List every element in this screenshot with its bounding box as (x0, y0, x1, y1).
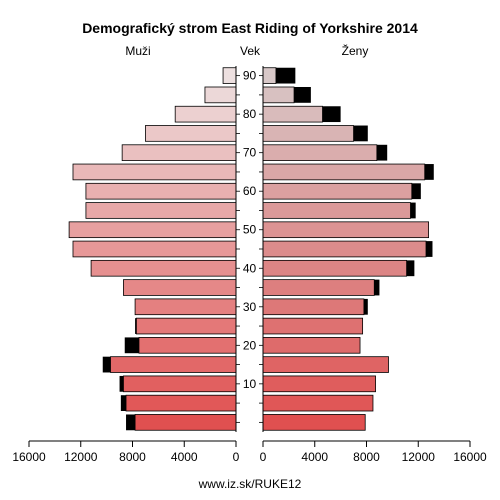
male-bar-75-79 (145, 125, 237, 142)
male-excess-bar-25-29 (135, 318, 137, 334)
male-bar-90+ (222, 67, 237, 84)
female-bar-50-54 (262, 221, 430, 239)
female-excess-bar-80-84 (322, 106, 341, 123)
male-bar-45-49 (72, 240, 237, 258)
male-bar-70-74 (121, 144, 237, 161)
female-excess-bar-45-49 (426, 241, 433, 257)
age-tick-label: 70 (243, 146, 257, 160)
male-excess-bar-5-9 (120, 395, 127, 412)
age-tick-label: 50 (243, 223, 257, 237)
male-bar-35-39 (123, 279, 237, 296)
male-bar-5-9 (125, 394, 237, 412)
female-bar-45-49 (262, 240, 427, 258)
female-excess-bar-55-59 (410, 202, 416, 219)
female-excess-bar-85-89 (294, 86, 311, 103)
male-x-tick-label: 12000 (64, 450, 98, 464)
male-x-tick-label: 4000 (171, 450, 198, 464)
female-excess-bar-35-39 (374, 279, 380, 296)
female-bar-5-9 (262, 394, 374, 412)
male-bar-10-14 (123, 375, 237, 393)
age-tick-label: 20 (243, 338, 257, 352)
female-excess-bar-40-44 (406, 260, 415, 277)
male-x-tick-label: 8000 (119, 450, 146, 464)
female-bar-40-44 (262, 259, 408, 277)
female-bar-30-34 (262, 298, 365, 316)
female-x-tick-label: 12000 (402, 450, 436, 464)
female-x-tick-label: 4000 (301, 450, 328, 464)
center-axis-label: Vek (240, 44, 261, 58)
female-excess-bar-60-64 (411, 183, 421, 200)
footer-text: www.iz.sk/RUKE12 (198, 477, 302, 491)
male-x-tick-label: 0 (233, 450, 240, 464)
female-bar-35-39 (262, 279, 375, 296)
age-tick-label: 60 (243, 184, 257, 198)
female-bar-0-4 (262, 414, 366, 431)
female-excess-bar-90+ (275, 67, 296, 84)
female-x-tick-label: 0 (260, 450, 267, 464)
male-bar-50-54 (68, 221, 237, 239)
female-bar-90+ (262, 67, 277, 84)
age-tick-label: 90 (243, 69, 257, 83)
female-bar-70-74 (262, 144, 378, 161)
female-bar-10-14 (262, 375, 376, 393)
female-bar-20-24 (262, 337, 361, 354)
male-excess-bar-20-24 (124, 337, 139, 354)
age-tick-label: 40 (243, 261, 257, 275)
female-x-tick-label: 8000 (353, 450, 380, 464)
female-excess-bar-70-74 (376, 144, 388, 161)
female-excess-bar-30-34 (363, 298, 368, 315)
female-excess-bar-75-79 (353, 125, 368, 142)
male-x-tick-label: 16000 (12, 450, 46, 464)
female-bar-60-64 (262, 182, 413, 200)
right-side-label: Ženy (342, 43, 369, 58)
age-tick-label: 30 (243, 300, 257, 314)
male-bar-20-24 (138, 337, 237, 354)
chart-title: Demografický strom East Riding of Yorksh… (82, 20, 418, 36)
female-bar-55-59 (262, 202, 411, 219)
male-bar-25-29 (135, 317, 237, 335)
male-excess-bar-10-14 (119, 375, 124, 392)
male-excess-bar-0-4 (126, 414, 136, 431)
male-bar-60-64 (85, 182, 237, 200)
male-bar-0-4 (134, 414, 237, 431)
plot-area: 10 20 30 40 50 60 70 80 90 16000 12000 8000 4000 0 0 40… (12, 66, 487, 464)
male-bar-65-69 (72, 163, 237, 181)
female-bar-80-84 (262, 105, 323, 123)
male-bar-30-34 (134, 298, 237, 316)
female-bar-75-79 (262, 125, 354, 142)
male-bar-55-59 (85, 202, 237, 219)
male-bar-15-19 (110, 356, 237, 373)
female-bar-25-29 (262, 317, 364, 335)
female-x-tick-label: 16000 (453, 450, 487, 464)
age-tick-label: 10 (243, 377, 257, 391)
male-excess-bar-15-19 (102, 356, 111, 373)
female-bar-85-89 (262, 86, 295, 104)
left-side-label: Muži (125, 44, 150, 58)
male-bar-85-89 (204, 86, 237, 104)
age-tick-label: 80 (243, 107, 257, 121)
male-bar-40-44 (90, 259, 237, 277)
female-excess-bar-65-69 (424, 164, 434, 180)
female-bar-15-19 (262, 356, 389, 373)
male-bar-80-84 (174, 105, 237, 123)
female-bar-65-69 (262, 163, 426, 181)
